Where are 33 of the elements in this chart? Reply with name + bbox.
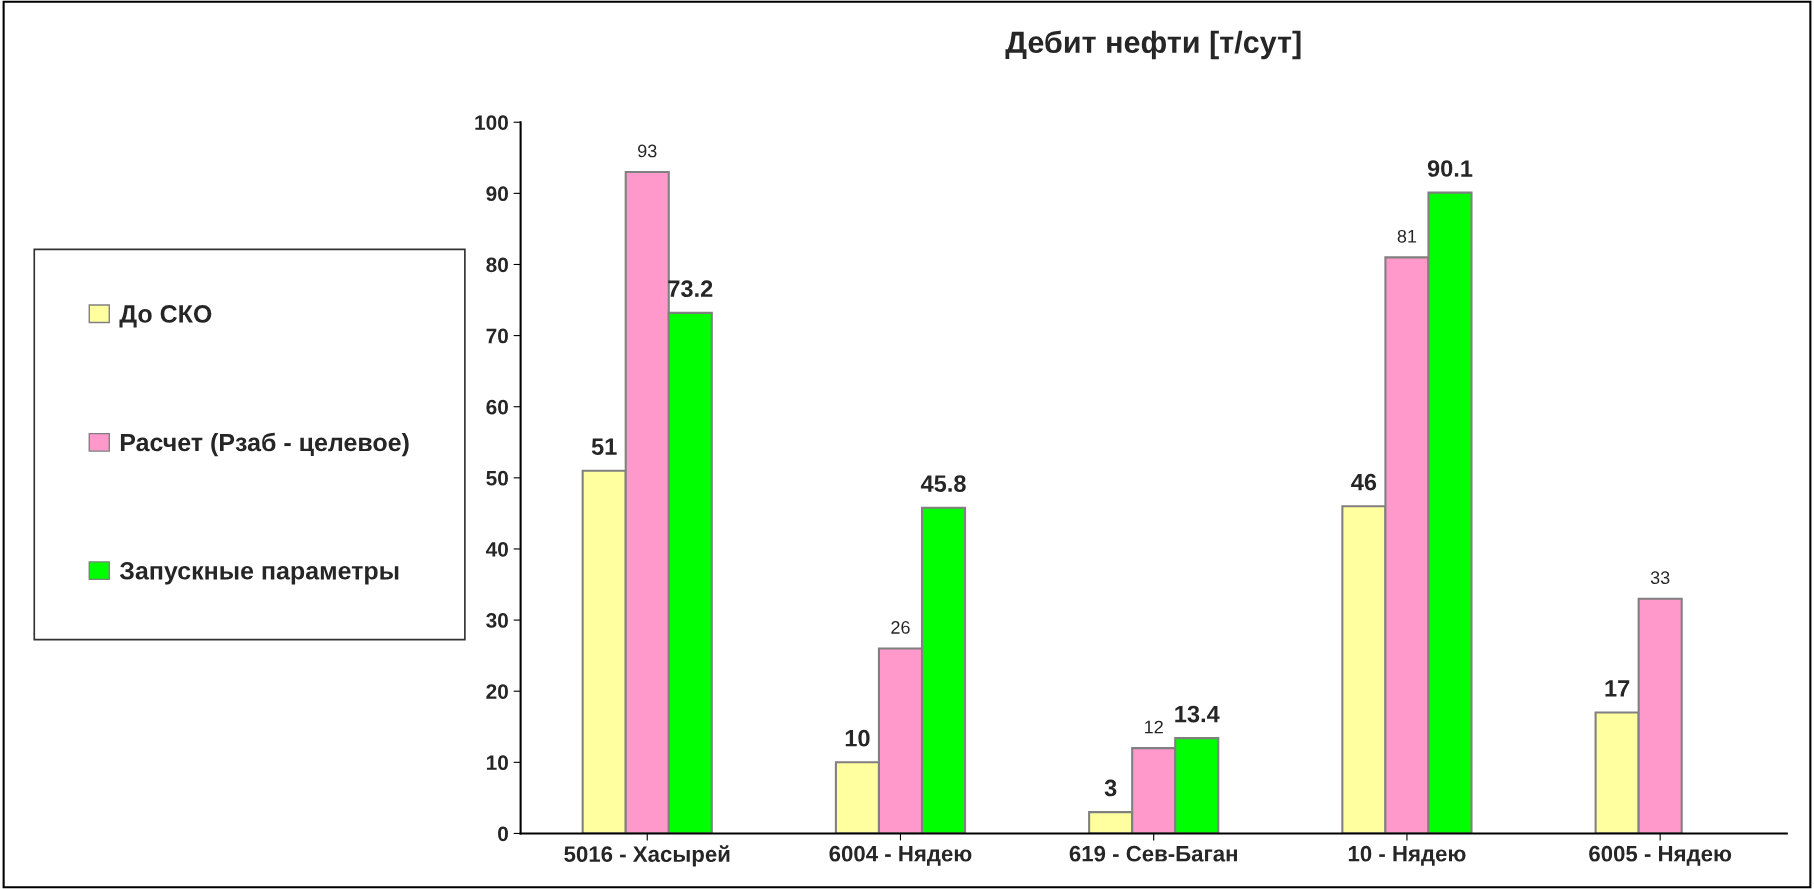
data-label: 81 bbox=[1397, 229, 1417, 243]
y-tick-label: 20 bbox=[486, 684, 508, 699]
data-label: 10 bbox=[845, 729, 870, 747]
y-tick-label: 30 bbox=[486, 613, 508, 628]
data-label: 13.4 bbox=[1175, 705, 1220, 723]
y-tick-label: 0 bbox=[498, 826, 508, 842]
chart-title: Дебит нефти [т/сут] bbox=[1005, 30, 1301, 60]
y-tick-label: 50 bbox=[486, 470, 508, 486]
data-label: 46 bbox=[1351, 473, 1377, 491]
x-tick-label: 619 - Сев-Баган bbox=[1069, 845, 1237, 862]
y-tick-label: 40 bbox=[485, 541, 508, 557]
y-tick-label: 100 bbox=[475, 115, 508, 130]
data-label: 33 bbox=[1650, 571, 1670, 585]
y-tick-label: 80 bbox=[486, 257, 508, 273]
data-label: 45.8 bbox=[920, 475, 966, 492]
x-tick-label: 5016 - Хасырей bbox=[564, 845, 730, 867]
data-label: 12 bbox=[1145, 720, 1163, 734]
y-tick-label: 90 bbox=[486, 186, 508, 202]
data-label: 51 bbox=[591, 438, 617, 455]
data-label: 3 bbox=[1104, 779, 1117, 797]
legend-label: До СКО bbox=[119, 305, 212, 328]
data-label: 17 bbox=[1605, 680, 1630, 697]
y-tick-label: 10 bbox=[486, 755, 508, 771]
x-tick-label: 6005 - Нядею bbox=[1589, 845, 1732, 866]
legend-label: Запускные параметры bbox=[119, 561, 399, 585]
x-tick-label: 10 - Нядею bbox=[1348, 845, 1466, 866]
x-tick-label: 6004 - Нядею bbox=[829, 845, 972, 866]
y-tick-label: 70 bbox=[486, 328, 508, 344]
y-tick-label: 60 bbox=[486, 399, 508, 415]
data-label: 90.1 bbox=[1427, 160, 1473, 177]
legend-label: Расчет (Рзаб - целевое) bbox=[120, 432, 409, 457]
data-label: 26 bbox=[891, 621, 910, 634]
data-label: 93 bbox=[638, 144, 657, 158]
